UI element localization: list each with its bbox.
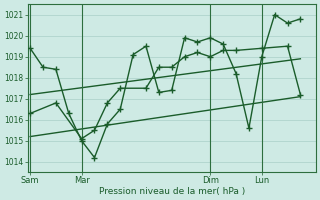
X-axis label: Pression niveau de la mer( hPa ): Pression niveau de la mer( hPa ) [99,187,245,196]
